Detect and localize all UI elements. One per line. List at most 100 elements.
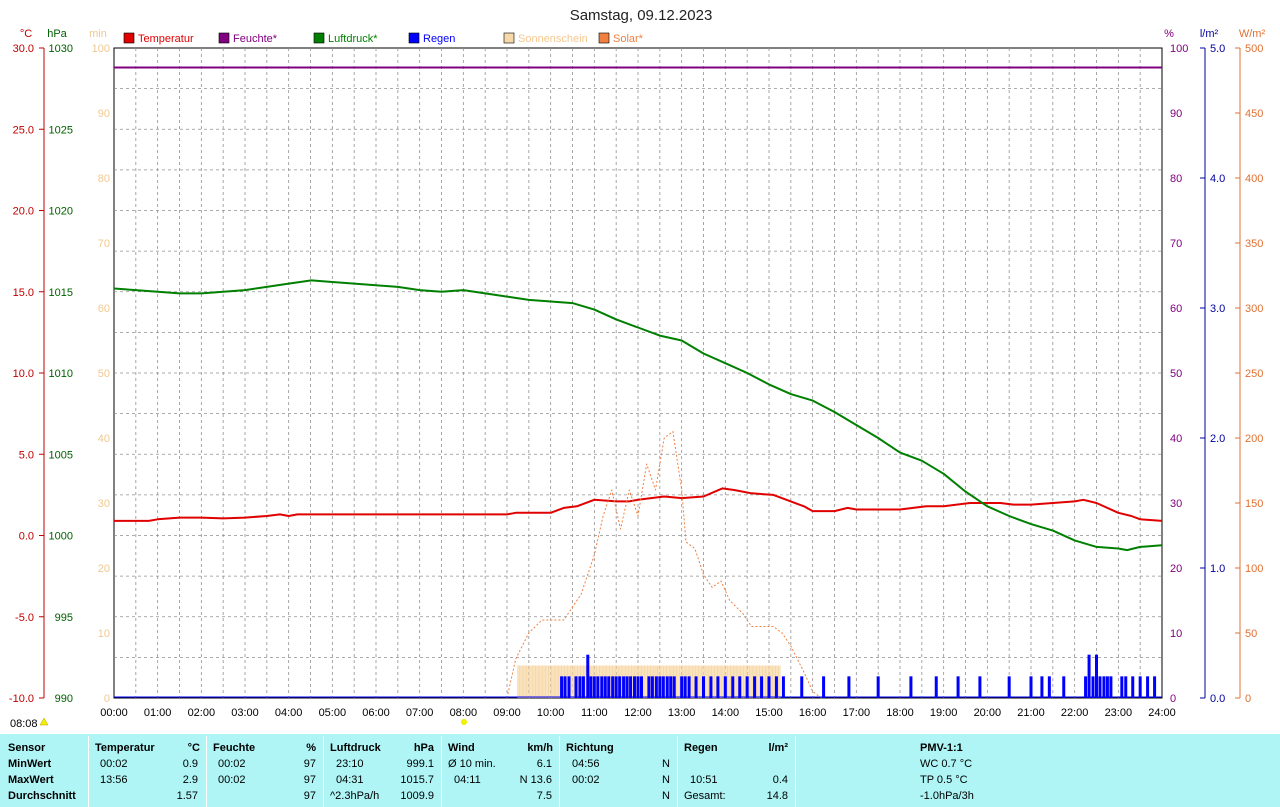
x-tick-label: 11:00	[581, 707, 608, 719]
rain-bar	[760, 676, 764, 698]
rain-bar	[665, 676, 669, 698]
rain-tick-label: 5.0	[1210, 43, 1225, 55]
series-line-luftdruck	[113, 279, 1163, 552]
rain-bar	[731, 676, 735, 698]
rain-bar	[639, 676, 643, 698]
rain-bar	[800, 676, 804, 698]
solar-tick-label: 450	[1245, 108, 1263, 120]
rain-bar	[956, 676, 960, 698]
luftdruck-max: 1015.7	[400, 774, 434, 786]
humidity-tick-label: 80	[1170, 173, 1182, 185]
legend-label-temperatur: Temperatur	[138, 33, 194, 45]
series-line-solar	[506, 431, 822, 699]
rain-tick-label: 3.0	[1210, 303, 1225, 315]
divider	[206, 736, 207, 807]
temp-tick-label: -5.0	[15, 612, 34, 624]
humidity-tick-label: 50	[1170, 368, 1182, 380]
row-label-sensor: Sensor	[8, 742, 46, 754]
rain-bar	[669, 676, 673, 698]
rain-bar	[1062, 676, 1066, 698]
rain-bar	[909, 676, 913, 698]
solar-tick-label: 350	[1245, 238, 1263, 250]
x-tick-label: 13:00	[668, 707, 696, 719]
rain-bar	[589, 676, 593, 698]
rain-bar	[654, 676, 658, 698]
richtung-row2-time: 00:02	[572, 774, 600, 786]
richtung-avg: N	[662, 790, 670, 802]
x-tick-label: 24:00	[1148, 707, 1176, 719]
luftdruck-min: 999.1	[406, 758, 434, 770]
divider	[441, 736, 442, 807]
rain-bar	[709, 676, 713, 698]
rain-bar	[629, 676, 633, 698]
humidity-tick-label: 100	[1170, 43, 1188, 55]
statistics-panel: Sensor MinWert MaxWert Durchschnitt Temp…	[0, 734, 1280, 807]
temp-axis-unit: °C	[20, 28, 32, 40]
divider	[88, 736, 89, 807]
richtung-row2: N	[662, 774, 670, 786]
pressure-tick-label: 1005	[49, 449, 73, 461]
rain-bar	[672, 676, 676, 698]
x-tick-label: 14:00	[712, 707, 740, 719]
sunshine-tick-label: 30	[98, 498, 110, 510]
pmv-taupunkt: TP 0.5 °C	[920, 774, 968, 786]
rain-bar	[603, 676, 607, 698]
temp-tick-label: 25.0	[13, 124, 34, 136]
temperatur-avg: 1.57	[176, 790, 198, 802]
pressure-tick-label: 1025	[49, 124, 73, 136]
rain-bar	[774, 676, 778, 698]
temp-tick-label: 0.0	[19, 531, 34, 543]
sunshine-tick-label: 80	[98, 173, 110, 185]
pmv-header: PMV-1:1	[920, 742, 963, 754]
rain-bar	[1098, 676, 1102, 698]
rain-bar	[574, 676, 578, 698]
grid	[114, 48, 1162, 698]
axis-ticks: 00:00 01:00 02:00 03:00 04:00 05:00 06:00 07:00…	[9, 43, 1263, 719]
richtung-header: Richtung	[566, 742, 614, 754]
solar-tick-label: 50	[1245, 628, 1257, 640]
rain-bar	[1109, 676, 1113, 698]
humidity-tick-label: 30	[1170, 498, 1182, 510]
legend-label-solar: Solar*	[613, 33, 644, 45]
rain-bar	[563, 676, 567, 698]
rain-bar	[560, 676, 564, 698]
rain-bar	[596, 676, 600, 698]
rain-tick-label: 0.0	[1210, 693, 1225, 705]
temperatur-max-time: 13:56	[100, 774, 128, 786]
rain-bar	[934, 676, 938, 698]
luftdruck-header: Luftdruck	[330, 742, 381, 754]
regen-unit: l/m²	[768, 742, 788, 754]
pressure-tick-label: 1030	[49, 43, 73, 55]
rain-bar	[822, 676, 826, 698]
rain-bar	[586, 654, 590, 698]
rain-bar	[978, 676, 982, 698]
x-tick-label: 05:00	[319, 707, 347, 719]
x-tick-label: 08:00	[450, 707, 478, 719]
legend-swatch-feuchte	[218, 32, 230, 44]
rain-bar	[622, 676, 626, 698]
x-tick-label: 12:00	[624, 707, 652, 719]
temperatur-unit: °C	[187, 742, 200, 754]
wind-avg10: 6.1	[536, 758, 552, 770]
richtung-row1-time: 04:56	[572, 758, 600, 770]
rain-bar	[578, 676, 582, 698]
humidity-tick-label: 90	[1170, 108, 1182, 120]
x-tick-label: 00:00	[100, 707, 128, 719]
x-tick-label: 21:00	[1017, 707, 1045, 719]
temperatur-max: 2.9	[182, 774, 198, 786]
time-marker: 08:08	[10, 717, 49, 730]
legend-label-regen: Regen	[423, 33, 455, 45]
solar-tick-label: 300	[1245, 303, 1263, 315]
rain-bar	[625, 676, 629, 698]
solar-tick-label: 250	[1245, 368, 1263, 380]
rain-bar	[745, 676, 749, 698]
rain-bar	[581, 676, 585, 698]
luftdruck-trend: ^2.3hPa/h	[330, 790, 380, 802]
feuchte-min: 97	[303, 758, 316, 770]
feuchte-min-time: 00:02	[218, 758, 246, 770]
rain-bar	[600, 676, 604, 698]
sunshine-tick-label: 100	[92, 43, 110, 55]
x-tick-label: 10:00	[537, 707, 565, 719]
wind-max-time: 04:11	[454, 774, 481, 786]
rain-bar	[607, 676, 611, 698]
